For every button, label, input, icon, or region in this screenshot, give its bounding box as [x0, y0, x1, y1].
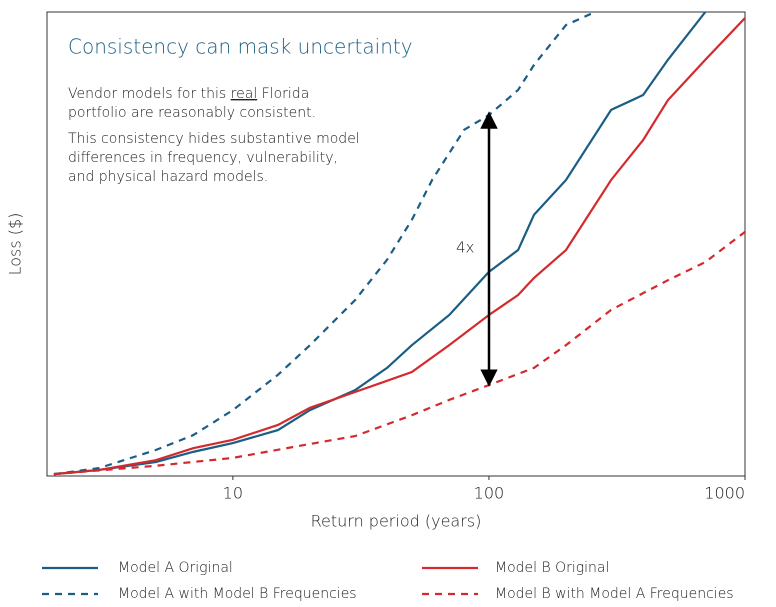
notes: Vendor models for this real Florida portf… [68, 86, 360, 185]
x-axis-label: Return period (years) [311, 512, 482, 531]
x-tick-label: 10 [223, 484, 243, 503]
note-text: differences in frequency, vulnerability, [68, 150, 338, 166]
note-line: portfolio are reasonably consistent. [68, 105, 316, 121]
lines [53, 12, 745, 476]
note-text: Florida [257, 86, 309, 102]
legend-label: Model A Original [118, 560, 233, 576]
note-line: Vendor models for this real Florida [68, 86, 309, 102]
legend-label: Model A with Model B Frequencies [118, 586, 357, 602]
chart-title: Consistency can mask uncertainty [68, 35, 413, 59]
legend-label: Model B with Model A Frequencies [495, 586, 734, 602]
note-text: and physical hazard models. [68, 169, 268, 185]
x-tick-label: 100 [474, 484, 505, 503]
series-line [53, 17, 745, 476]
series-line [53, 231, 745, 476]
legend: Model A Original Model B Original Model A … [42, 560, 734, 602]
y-axis-label: Loss ($) [6, 213, 25, 276]
note-text: portfolio are reasonably consistent. [68, 105, 316, 121]
series-line [53, 12, 596, 476]
series-line [53, 12, 707, 476]
plot-frame [46, 11, 746, 477]
note-text: real [231, 86, 258, 102]
note-text: This consistency hides substantive model [68, 131, 360, 147]
note-line: differences in frequency, vulnerability, [68, 150, 338, 166]
note-line: and physical hazard models. [68, 169, 268, 185]
x-tick-label: 1000 [704, 484, 745, 503]
note-text: Vendor models for this [68, 86, 231, 102]
legend-label: Model B Original [495, 560, 609, 576]
note-line: This consistency hides substantive model [68, 131, 360, 147]
arrow-label: 4x [456, 239, 475, 257]
